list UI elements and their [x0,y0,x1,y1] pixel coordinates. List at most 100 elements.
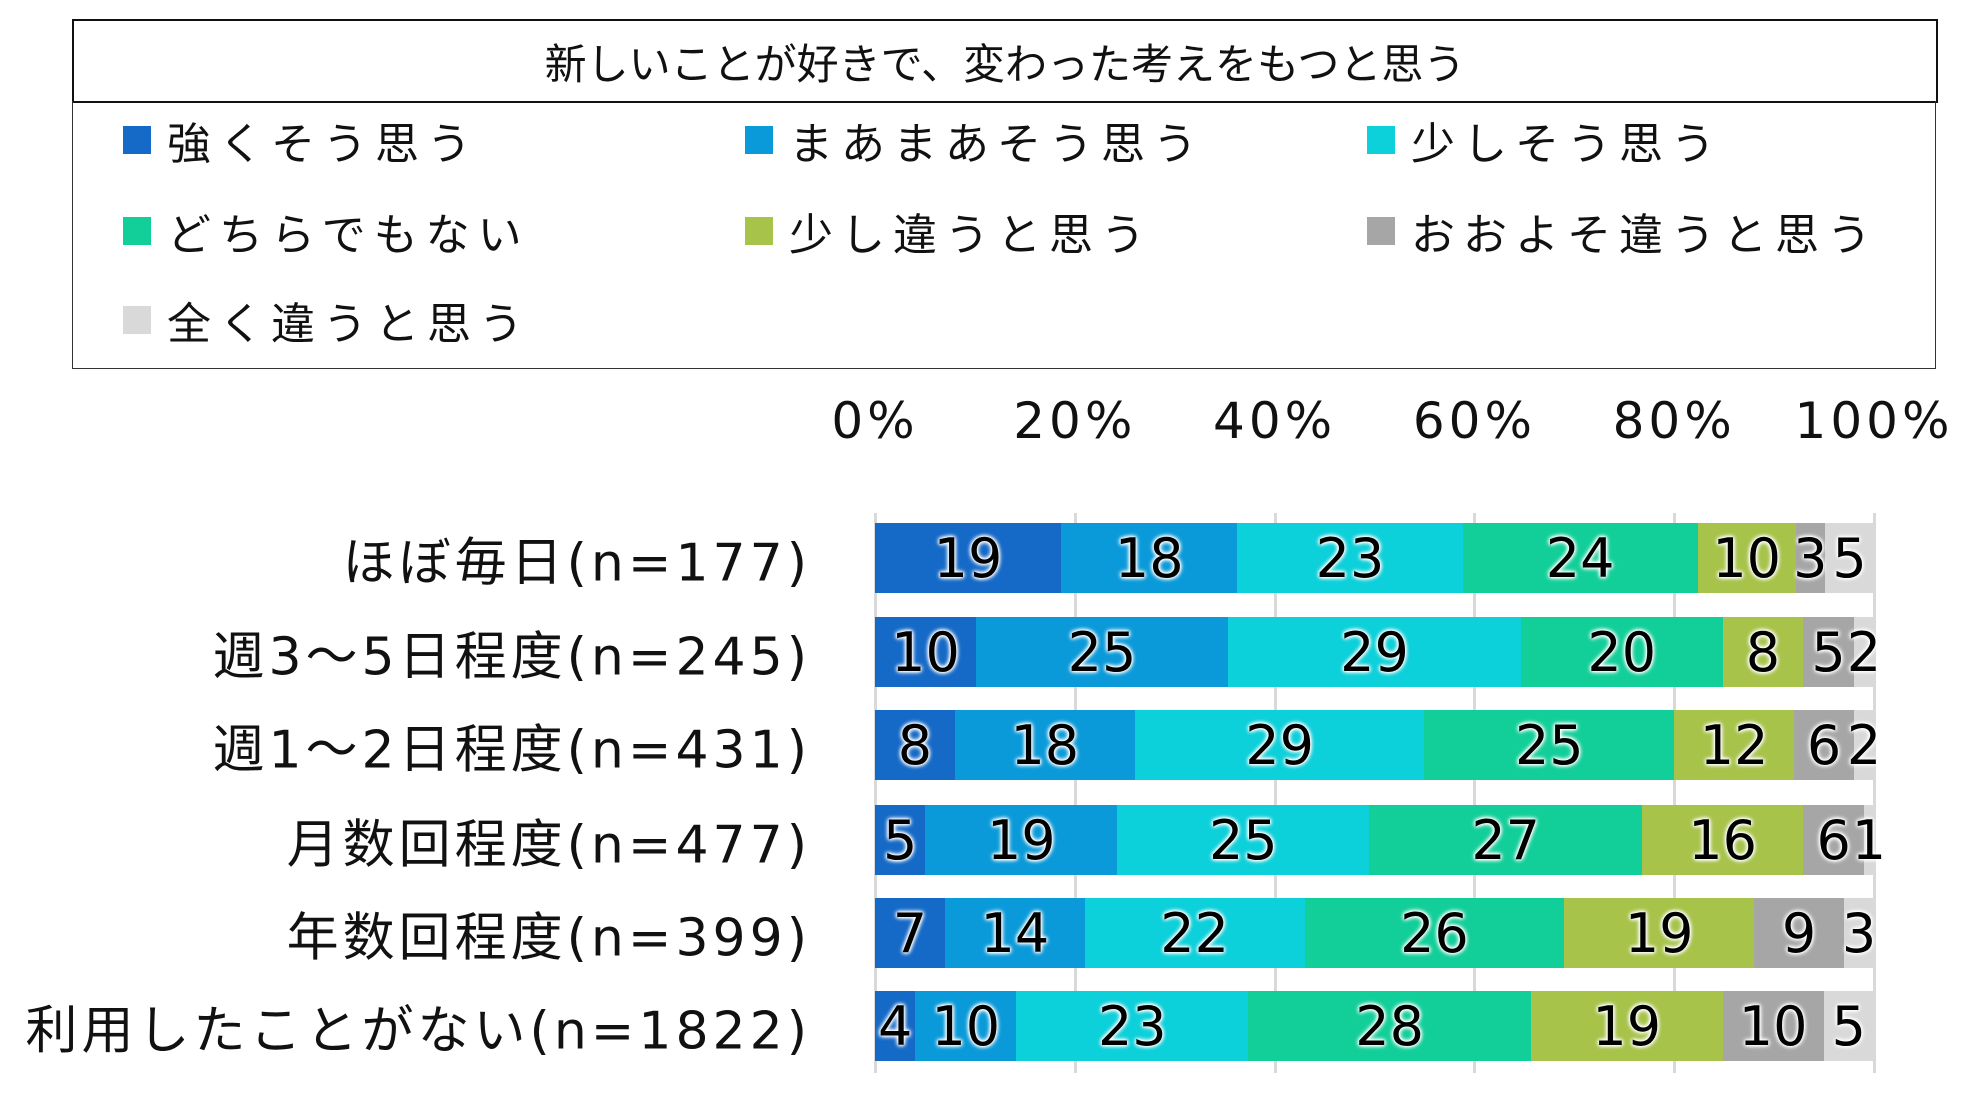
bar-segment: 9 [1754,898,1845,968]
bar-segment: 3 [1842,898,1876,968]
bar-segment: 10 [875,617,976,687]
gridline [874,513,877,1073]
bar-segment: 16 [1641,805,1804,875]
bar-segment: 22 [1084,898,1305,968]
bar-segment: 12 [1674,710,1795,780]
bar-segment: 6 [1803,805,1864,875]
data-label: 23 [1315,526,1385,590]
data-label: 23 [1097,994,1167,1058]
legend-label: どちらでもない [167,210,530,261]
bar-segment: 20 [1520,617,1723,687]
data-label: 28 [1355,994,1424,1058]
data-label: 14 [980,901,1050,965]
bar-segment: 26 [1304,898,1565,968]
data-label: 18 [1010,713,1080,777]
x-tick-label: 20% [1013,392,1137,450]
bar-segment: 18 [954,710,1135,780]
data-label: 25 [1208,808,1278,872]
bar-segment: 19 [875,523,1062,593]
category-label: 週1～2日程度(n=431) [212,720,811,781]
x-tick-label: 100% [1794,392,1954,450]
category-label: 月数回程度(n=477) [286,815,811,876]
bar-segment: 6 [1794,710,1855,780]
legend-item: 少しそう思う [1367,108,1723,172]
data-label: 24 [1545,526,1615,590]
bar-segment: 4 [875,991,916,1061]
legend-item: 全く違うと思う [123,288,531,352]
legend-item: おおよそ違うと思う [1367,199,1879,263]
bar-segment: 19 [1564,898,1755,968]
data-label: 19 [1624,901,1694,965]
data-label: 27 [1471,808,1541,872]
data-label: 22 [1160,901,1230,965]
data-label: 29 [1340,620,1409,684]
data-label: 25 [1067,620,1137,684]
bar-segment: 5 [1803,617,1854,687]
data-label: 6 [1816,808,1851,872]
x-tick-label: 0% [831,392,919,450]
data-label: 18 [1114,526,1184,590]
bar-segment: 5 [1823,991,1874,1061]
gridline [1273,513,1277,1073]
data-label: 2 [1846,620,1882,684]
data-label: 8 [1745,620,1781,684]
bar-segment: 25 [975,617,1229,687]
legend-swatch [123,126,151,154]
bar-segment: 5 [1825,523,1874,593]
data-label: 4 [878,994,913,1058]
bar-segment: 10 [915,991,1017,1061]
legend-item: 強くそう思う [123,108,479,172]
legend-swatch [745,217,773,245]
category-label: 週3～5日程度(n=245) [212,627,811,688]
data-label: 1 [1851,808,1887,872]
bar-segment: 1 [1852,805,1886,875]
data-label: 10 [1738,994,1808,1058]
data-label: 10 [931,994,1001,1058]
legend-swatch [123,217,151,245]
gridline [1673,513,1677,1073]
legend-label: まあまあそう思う [789,119,1205,170]
x-tick-label: 80% [1612,392,1736,450]
data-label: 5 [1832,526,1867,590]
chart-title: 新しいことが好きで、変わった考えをもつと思う [72,19,1938,103]
bar-segment: 3 [1793,523,1828,593]
data-label: 5 [1831,994,1866,1058]
bar-segment: 23 [1016,991,1249,1061]
data-label: 7 [892,901,928,965]
category-label: ほぼ毎日(n=177) [342,533,811,594]
data-label: 10 [891,620,960,684]
x-tick-label: 40% [1213,392,1337,450]
data-label: 9 [1781,901,1817,965]
category-label: 利用したことがない(n=1822) [25,1001,811,1062]
legend-item: まあまあそう思う [745,108,1205,172]
bar-segment: 10 [1722,991,1824,1061]
legend-label: 強くそう思う [167,119,479,170]
legend-label: 全く違うと思う [167,299,531,350]
data-label: 6 [1806,713,1842,777]
bar-segment: 24 [1462,523,1698,593]
data-label: 12 [1699,713,1769,777]
bar-segment: 29 [1134,710,1425,780]
bar-segment: 8 [1722,617,1804,687]
bar-segment: 8 [875,710,955,780]
data-label: 29 [1245,713,1314,777]
bar-segment: 10 [1697,523,1796,593]
legend-swatch [745,126,773,154]
data-label: 8 [897,713,933,777]
bar-segment: 2 [1847,710,1881,780]
data-label: 5 [1811,620,1846,684]
chart-title-text: 新しいことが好きで、変わった考えをもつと思う [544,39,1466,89]
bar-segment: 23 [1237,523,1463,593]
data-label: 10 [1712,526,1782,590]
data-label: 20 [1587,620,1657,684]
gridline [1873,513,1876,1073]
legend-swatch [1367,126,1395,154]
bar-segment: 19 [1530,991,1723,1061]
data-label: 19 [1592,994,1662,1058]
legend-item: どちらでもない [123,199,530,263]
gridline [1073,513,1077,1073]
bar-segment: 2 [1847,617,1881,687]
bar-segment: 25 [1117,805,1370,875]
data-label: 3 [1793,526,1828,590]
